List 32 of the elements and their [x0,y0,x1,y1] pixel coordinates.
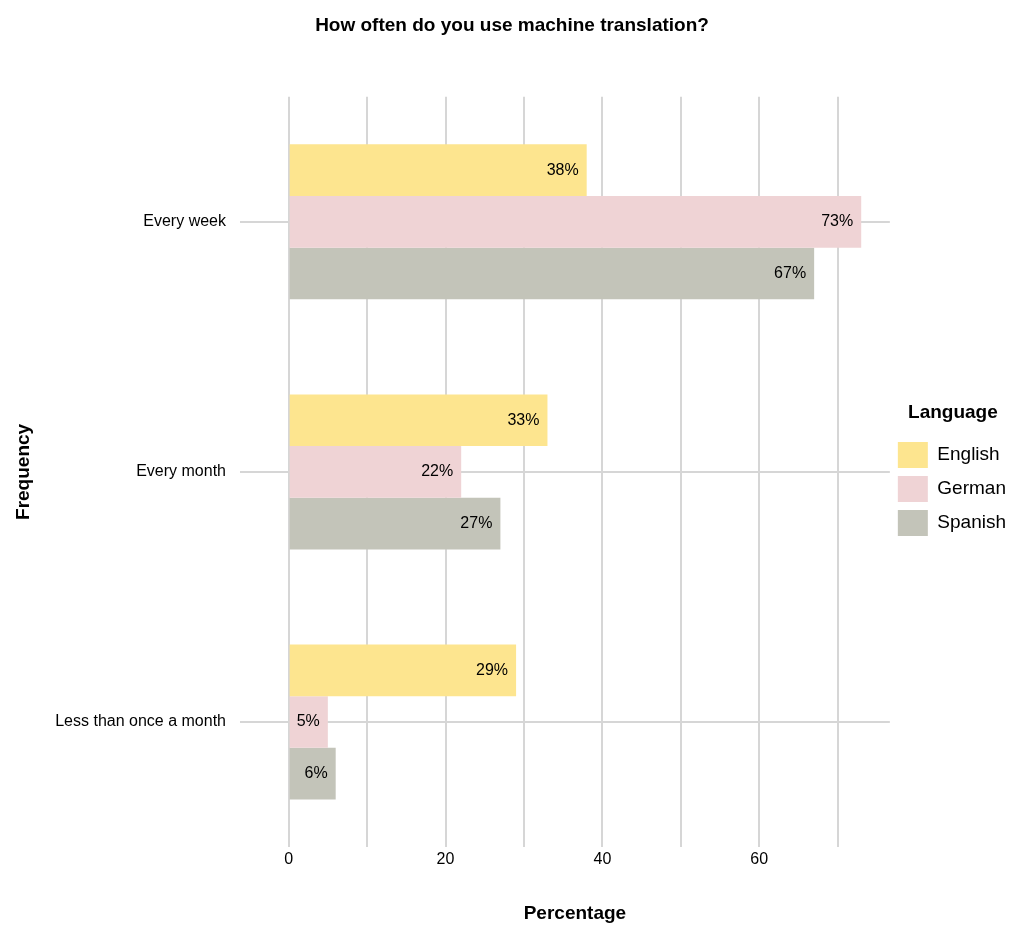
bar [289,696,328,748]
y-tick-label: Every month [136,462,226,480]
data-label: 22% [421,462,454,480]
x-axis-title: Percentage [523,901,627,923]
legend-label: German [937,477,1006,499]
x-tick-label: 20 [436,850,455,868]
legend-title: Language [908,400,998,422]
bar [289,195,862,248]
data-label: 73% [821,212,854,230]
legend-label: English [937,443,1000,465]
data-label: 38% [546,160,579,178]
bar [289,497,501,550]
bar [289,144,587,196]
bar [289,644,517,697]
y-axis-title: Frequency [11,423,33,520]
chart-title: How often do you use machine translation? [315,13,709,35]
bar [289,747,336,800]
bar [289,446,462,498]
x-tick-label: 40 [593,850,612,868]
legend-label: Spanish [937,511,1007,533]
data-label: 27% [460,513,493,531]
x-tick-label: 0 [284,850,294,868]
data-label: 6% [304,764,328,782]
data-label: 33% [507,410,540,428]
data-label: 67% [774,263,807,281]
data-label: 5% [296,712,320,730]
bar [289,394,548,447]
y-tick-label: Less than once a month [55,712,226,730]
y-tick-label: Every week [143,212,227,230]
x-tick-label: 60 [750,850,769,868]
bar [289,247,815,300]
data-label: 29% [476,660,509,678]
